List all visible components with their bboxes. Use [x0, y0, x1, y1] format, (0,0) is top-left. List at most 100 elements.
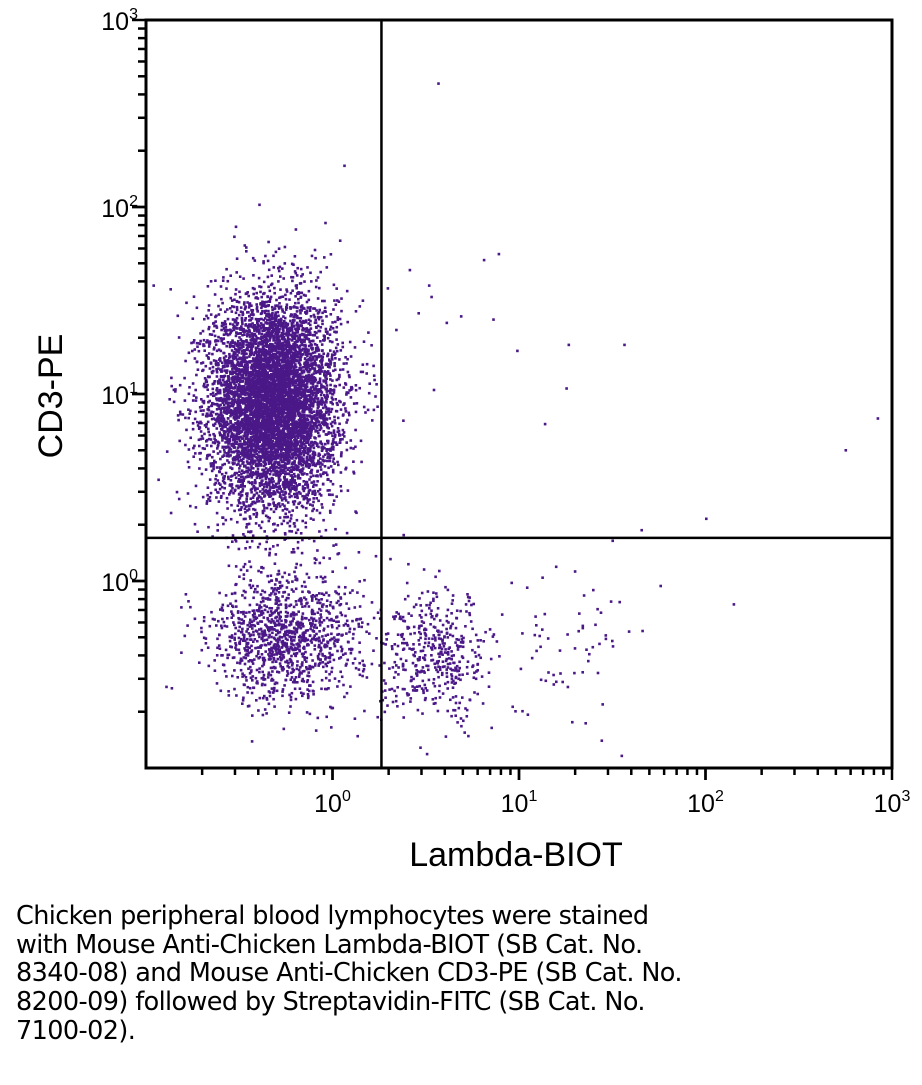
data-point	[272, 486, 276, 489]
data-point	[309, 503, 312, 506]
data-point	[293, 395, 297, 398]
data-point	[295, 334, 299, 338]
data-point	[247, 306, 251, 309]
data-point	[236, 457, 239, 461]
data-point	[245, 340, 249, 344]
data-point	[279, 288, 282, 291]
data-point	[312, 463, 315, 467]
data-point	[290, 551, 294, 554]
data-point	[252, 324, 256, 327]
data-point	[354, 388, 358, 392]
data-point	[228, 491, 232, 494]
data-point	[288, 362, 292, 365]
data-point	[287, 351, 290, 355]
data-point	[237, 348, 241, 352]
data-point	[244, 547, 247, 550]
data-point	[282, 406, 286, 410]
data-point	[313, 453, 317, 457]
data-point	[313, 369, 316, 372]
data-point	[259, 285, 263, 289]
data-point	[285, 290, 289, 293]
data-point	[211, 352, 214, 356]
data-point	[212, 348, 216, 351]
data-point	[295, 386, 299, 390]
data-point	[211, 365, 215, 369]
data-point	[285, 515, 288, 519]
data-point	[329, 328, 332, 331]
data-point	[267, 309, 270, 313]
data-point	[326, 389, 330, 393]
data-point	[299, 532, 303, 535]
data-point	[293, 479, 297, 482]
data-point	[337, 463, 340, 467]
data-point	[265, 403, 269, 406]
data-point	[300, 504, 304, 508]
data-point	[281, 415, 284, 419]
data-point	[274, 250, 278, 254]
data-point	[275, 482, 278, 486]
data-point	[215, 314, 218, 318]
data-point	[249, 420, 252, 423]
data-point	[326, 441, 330, 445]
data-point	[242, 517, 246, 521]
data-point	[302, 369, 306, 372]
data-point	[336, 416, 340, 420]
data-point	[291, 318, 295, 322]
data-point	[306, 394, 309, 397]
data-point	[197, 349, 201, 353]
data-point	[284, 411, 288, 415]
data-point	[244, 378, 248, 382]
data-point	[230, 299, 234, 302]
data-point	[239, 386, 242, 389]
data-point	[263, 341, 266, 344]
data-point	[215, 397, 218, 400]
data-point	[250, 310, 254, 314]
data-point	[274, 311, 277, 314]
data-point	[292, 480, 295, 484]
data-point	[269, 295, 273, 299]
data-point	[343, 435, 346, 438]
data-point	[279, 344, 282, 348]
data-point	[219, 409, 223, 412]
data-point	[319, 468, 323, 471]
data-point	[198, 444, 201, 448]
data-point	[269, 507, 273, 511]
data-point	[260, 475, 263, 478]
data-point	[228, 483, 232, 486]
data-point	[207, 525, 210, 529]
data-point	[232, 402, 236, 406]
data-point	[258, 285, 261, 288]
data-point	[251, 370, 255, 374]
data-point	[300, 443, 303, 446]
data-point	[231, 458, 235, 462]
data-point	[254, 422, 257, 426]
data-point	[290, 344, 293, 348]
data-point	[294, 447, 297, 451]
data-point	[256, 456, 259, 460]
data-point	[205, 354, 209, 357]
data-point	[270, 347, 274, 350]
data-point	[226, 404, 230, 407]
data-point	[240, 374, 243, 377]
data-point	[239, 501, 242, 505]
data-point	[236, 520, 239, 524]
data-point	[254, 522, 258, 525]
data-point	[341, 368, 345, 371]
data-point	[332, 391, 336, 394]
data-point	[206, 493, 209, 497]
data-point	[319, 340, 322, 343]
data-point	[257, 341, 260, 345]
data-point	[227, 406, 230, 410]
data-point	[275, 409, 278, 412]
data-point	[228, 370, 232, 374]
data-point	[248, 429, 252, 432]
data-point	[221, 361, 224, 364]
data-point	[309, 436, 312, 439]
data-point	[227, 442, 230, 445]
data-point	[289, 366, 293, 369]
data-point	[288, 529, 291, 533]
data-point	[334, 385, 338, 388]
data-point	[227, 461, 231, 464]
data-point	[175, 490, 179, 494]
data-point	[287, 436, 290, 440]
